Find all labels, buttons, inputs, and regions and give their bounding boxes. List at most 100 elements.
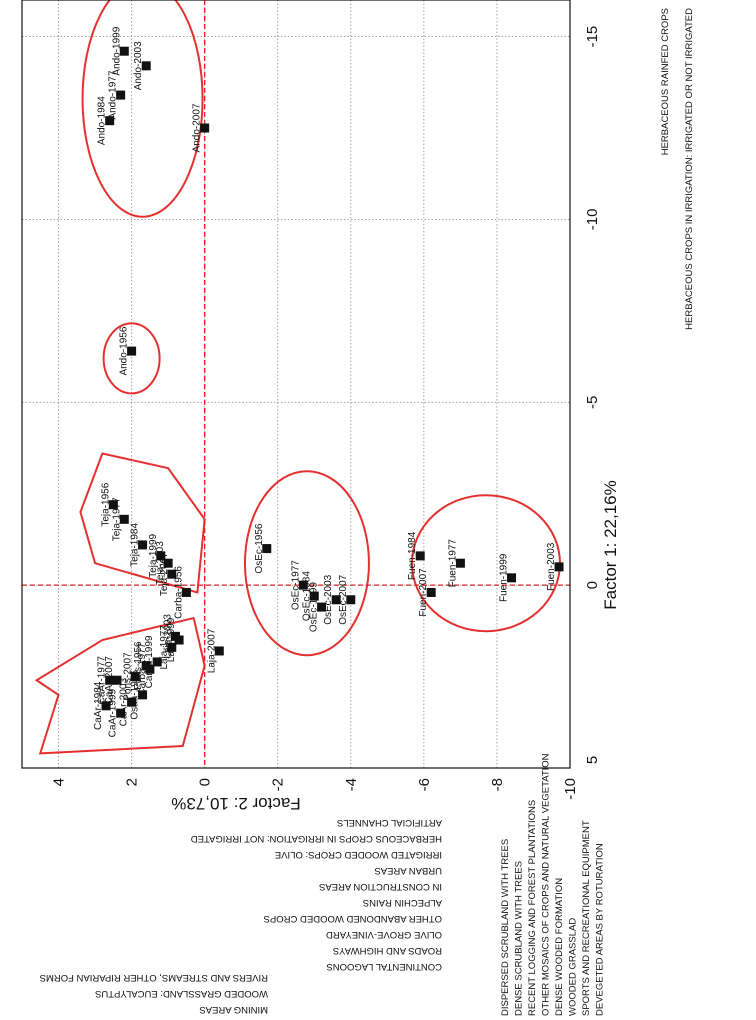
legend-note-inverted-group: OLIVE GROVE-VINEYARD (326, 929, 442, 940)
point-label-group: OsEc-2007 (338, 574, 349, 624)
data-point (119, 46, 129, 56)
y-axis-label: Factor 2: 10,73% (171, 794, 300, 813)
cluster-outline-osec (243, 470, 370, 657)
point-label: Teja-1984 (130, 523, 141, 567)
point-label-group: CaAr-1977 (97, 656, 108, 705)
y-tick-group: -8 (489, 778, 506, 791)
data-point (415, 551, 425, 561)
x-tick-label: 5 (584, 756, 601, 764)
point-label: CaAr-2003 (119, 678, 130, 727)
legend-note-bottom-group: DENSE SCRUBLAND WITH TREES (514, 861, 525, 1016)
legend-note-inverted-group: RIVERS AND STREAMS, OTHER RIPARIAN FORMS (40, 972, 268, 983)
legend-note-bottom-group: DISPERSED SCRUBLAND WITH TREES (500, 839, 511, 1016)
y-tick-label: -8 (489, 778, 506, 791)
point-label: Laja-1999 (166, 617, 177, 662)
legend-note-right: HERBACEOUS RAINFED CROPS (660, 8, 671, 155)
point-label: Fuen-2003 (546, 542, 557, 591)
point-label-group: Ando-2003 (133, 41, 144, 90)
point-label: Teja-1977 (111, 497, 122, 541)
data-point (298, 580, 308, 590)
point-label-group: Pons-1956 (133, 641, 144, 690)
legend-note-inverted: OLIVE GROVE-VINEYARD (326, 929, 442, 940)
y-tick-label: -2 (270, 778, 287, 791)
legend-note-right: HERBACEOUS CROPS IN IRRIGATION: IRRIGATE… (684, 8, 695, 330)
cluster-outline-ando (81, 0, 204, 218)
point-label-group: OsEc-1984 (301, 571, 312, 621)
x-tick-group: 5 (584, 756, 601, 764)
point-label: OsEc-2007 (338, 574, 349, 624)
legend-note-inverted: ARTIFICIAL CHANNELS (337, 817, 442, 828)
point-label: Teja-2003 (155, 541, 166, 585)
x-tick-label: -10 (584, 209, 601, 231)
legend-note-right-group: HERBACEOUS RAINFED CROPS (660, 8, 671, 155)
legend-note-inverted-group: IN CONSTRUCTION AREAS (319, 881, 442, 892)
point-label-group: Carba-1956 (173, 566, 184, 619)
point-label-group: Fuen-2007 (418, 568, 429, 617)
x-tick-label: -5 (584, 396, 601, 409)
point-label: Carba-1999 (144, 635, 155, 688)
point-label-group: Osaa-1956 (130, 670, 141, 720)
legend-note-bottom-group: OTHER MOSAICS OF CROPS AND NATURAL VEGET… (541, 753, 552, 1016)
data-point (138, 690, 148, 700)
data-point (167, 569, 177, 579)
point-label-group: Laja-2003 (162, 614, 173, 659)
x-axis-label-group: Factor 1: 22,16% (601, 480, 620, 609)
data-point (426, 587, 436, 597)
point-label: CaAr-1984 (93, 681, 104, 730)
y-tick-label: -10 (562, 778, 579, 800)
data-point (145, 664, 155, 674)
legend-note-inverted-group: WOODED GRASSLAND: EUCALYPTUS (95, 988, 268, 999)
point-label: Ando-1977 (108, 70, 119, 119)
point-label-group: OsEc-1999 (309, 582, 320, 632)
point-label-group: Fuen-1984 (407, 531, 418, 580)
point-label-group: Teja-2003 (155, 541, 166, 585)
point-label: Ando-2003 (133, 41, 144, 90)
data-point (127, 346, 137, 356)
data-point (127, 697, 137, 707)
legend-note-inverted: ROADS AND HIGHWAYS (333, 945, 442, 956)
point-label: Carba-1977 (137, 642, 148, 695)
legend-note-bottom: DISPERSED SCRUBLAND WITH TREES (500, 839, 511, 1016)
annotations-left: ARTIFICIAL CHANNELS HERBACEOUS CROPS IN I… (40, 817, 442, 1015)
legend-note-inverted: HERBACEOUS CROPS IN IRRIGATION: NOT IRRI… (191, 833, 442, 844)
point-label: OsEc-1956 (254, 523, 265, 573)
point-label: Fuen-1984 (407, 531, 418, 580)
legend-note-inverted: URBAN AREAS (374, 865, 442, 876)
legend-note-inverted: ALPECHIN RAINS (363, 897, 442, 908)
legend-note-inverted-group: ROADS AND HIGHWAYS (333, 945, 442, 956)
data-points (101, 46, 564, 718)
data-point (163, 558, 173, 568)
legend-note-inverted: WOODED GRASSLAND: EUCALYPTUS (95, 988, 268, 999)
legend-note-bottom: SPORTS AND RECREATIONAL EQUIPMENT (581, 820, 592, 1016)
data-point (152, 657, 162, 667)
point-label-group: Laja-1977 (159, 625, 170, 670)
cluster-outline-ando-1956 (102, 322, 161, 395)
point-label-group: Ando-1956 (119, 326, 130, 375)
data-point (262, 544, 272, 554)
x-tick-label: 0 (584, 581, 601, 589)
point-label: OsEc-1984 (301, 571, 312, 621)
point-label-group: Teja-2007 (159, 552, 170, 596)
legend-note-inverted-group: MINING AREAS (199, 1004, 268, 1015)
y-tick-group: 4 (51, 778, 68, 786)
point-label: Ando-1956 (119, 326, 130, 375)
legend-note-inverted-group: ALPECHIN RAINS (363, 897, 442, 908)
legend-note-bottom-group: WOODED GRASSLAD (568, 918, 579, 1016)
x-tick-group: -5 (584, 396, 601, 409)
legend-note-bottom-group: DENSE WOODED FORMATION (554, 878, 565, 1016)
point-label: OsEc-2003 (323, 574, 334, 624)
point-label: Teja-2007 (159, 552, 170, 596)
data-point (170, 631, 180, 641)
legend-note-inverted-group: URBAN AREAS (374, 865, 442, 876)
legend-note-bottom: OTHER MOSAICS OF CROPS AND NATURAL VEGET… (541, 753, 552, 1016)
point-label-group: Teja-1984 (130, 523, 141, 567)
y-tick-label: -6 (416, 778, 433, 791)
point-label-group: Teja-1977 (111, 497, 122, 541)
point-label: CaAr-1999 (108, 689, 119, 738)
data-point (112, 675, 122, 685)
point-label-group: Ando-1984 (97, 96, 108, 145)
y-axis-label-group: Factor 2: 10,73% (171, 794, 300, 813)
point-label-group: OsEc-1977 (290, 560, 301, 610)
data-point (116, 90, 126, 100)
